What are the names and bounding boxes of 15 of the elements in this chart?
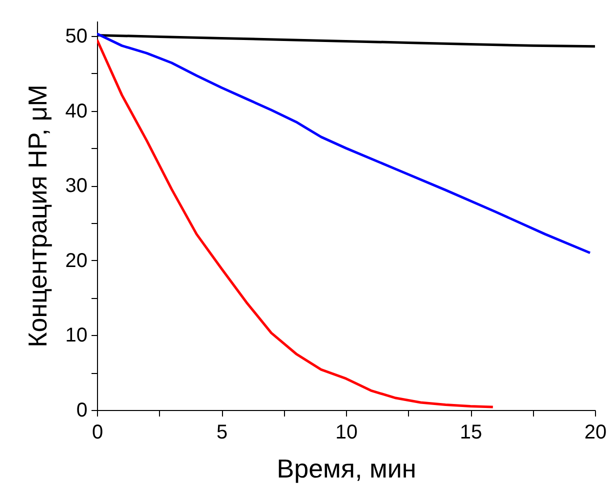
y-tick-label: 10 [65,324,88,347]
x-tick-label: 20 [584,422,607,444]
line-series [97,38,494,408]
x-tick-label: 10 [335,422,358,444]
x-tick-label: 5 [216,422,228,444]
x-tick-label: 0 [92,422,104,444]
x-axis-title: Время, мин [276,454,416,484]
y-axis-title: Концентрация HP, μM [22,84,52,348]
y-tick-label: 50 [65,25,88,48]
y-tick-label: 0 [76,400,88,422]
y-tick-label: 40 [65,100,88,122]
y-tick-label: 30 [65,175,88,198]
x-tick-label: 15 [460,422,482,444]
y-tick-label: 20 [65,250,88,272]
line-series [97,32,592,254]
